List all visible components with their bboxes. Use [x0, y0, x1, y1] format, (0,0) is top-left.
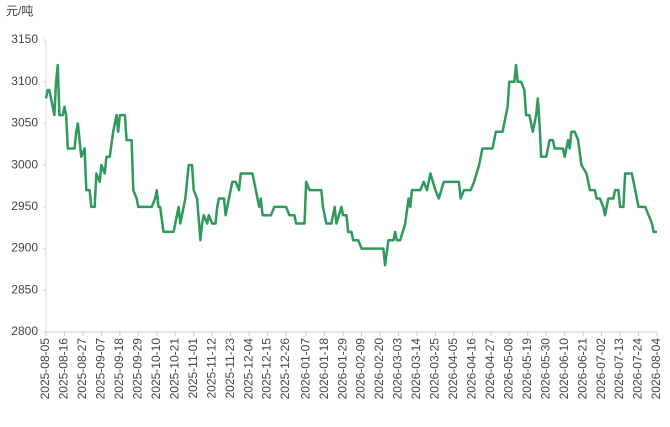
- y-tick-label: 3050: [11, 116, 38, 130]
- y-unit: 元/吨: [6, 4, 33, 18]
- x-tick-label: 2026-05-19: [520, 338, 534, 400]
- x-tick-label: 2026-06-10: [557, 338, 571, 400]
- x-tick-label: 2026-07-24: [631, 338, 645, 400]
- x-tick-label: 2026-08-04: [649, 338, 663, 400]
- x-tick-label: 2026-04-05: [446, 338, 460, 400]
- x-tick-label: 2026-01-18: [317, 338, 331, 400]
- x-tick-label: 2025-09-29: [130, 338, 144, 400]
- x-tick-label: 2025-10-21: [167, 338, 181, 400]
- x-tick-label: 2026-03-03: [391, 338, 405, 400]
- x-tick-label: 2025-10-10: [149, 338, 163, 400]
- x-tick-label: 2025-11-01: [186, 338, 200, 399]
- x-tick-label: 2025-08-05: [38, 338, 52, 400]
- x-tick-label: 2025-11-12: [204, 338, 218, 399]
- x-tick-label: 2026-03-25: [428, 338, 442, 400]
- x-tick-label: 2026-05-08: [501, 338, 515, 400]
- x-tick-label: 2025-09-18: [112, 338, 126, 400]
- y-tick-label: 2850: [11, 282, 38, 296]
- y-tick-label: 2900: [11, 241, 38, 255]
- x-tick-label: 2026-05-30: [538, 338, 552, 400]
- line-series: [44, 63, 657, 267]
- y-tick-label: 3100: [11, 74, 38, 88]
- x-tick-label: 2025-08-16: [57, 338, 71, 400]
- x-tick-label: 2025-12-04: [241, 338, 255, 400]
- x-tick-label: 2026-02-20: [372, 338, 386, 400]
- x-tick-label: 2026-01-29: [335, 338, 349, 400]
- y-tick-label: 3150: [11, 32, 38, 46]
- x-tick-label: 2025-09-07: [94, 338, 108, 400]
- x-tick-label: 2026-07-02: [594, 338, 608, 400]
- x-tick-label: 2026-02-09: [354, 338, 368, 400]
- x-tick-label: 2026-04-27: [483, 338, 497, 400]
- x-tick-label: 2026-01-07: [298, 338, 312, 400]
- x-tick-label: 2025-12-26: [278, 338, 292, 400]
- x-tick-label: 2026-07-13: [612, 338, 626, 400]
- y-tick-label: 2950: [11, 199, 38, 213]
- y-tick-label: 3000: [11, 157, 38, 171]
- x-tick-label: 2025-12-15: [260, 338, 274, 400]
- x-tick-label: 2026-04-16: [465, 338, 479, 400]
- x-tick-label: 2025-08-27: [75, 338, 89, 400]
- x-tick-label: 2026-06-21: [575, 338, 589, 400]
- x-tick-label: 2026-03-14: [409, 338, 423, 400]
- y-tick-label: 2800: [11, 324, 38, 338]
- x-tick-label: 2025-11-23: [223, 338, 237, 399]
